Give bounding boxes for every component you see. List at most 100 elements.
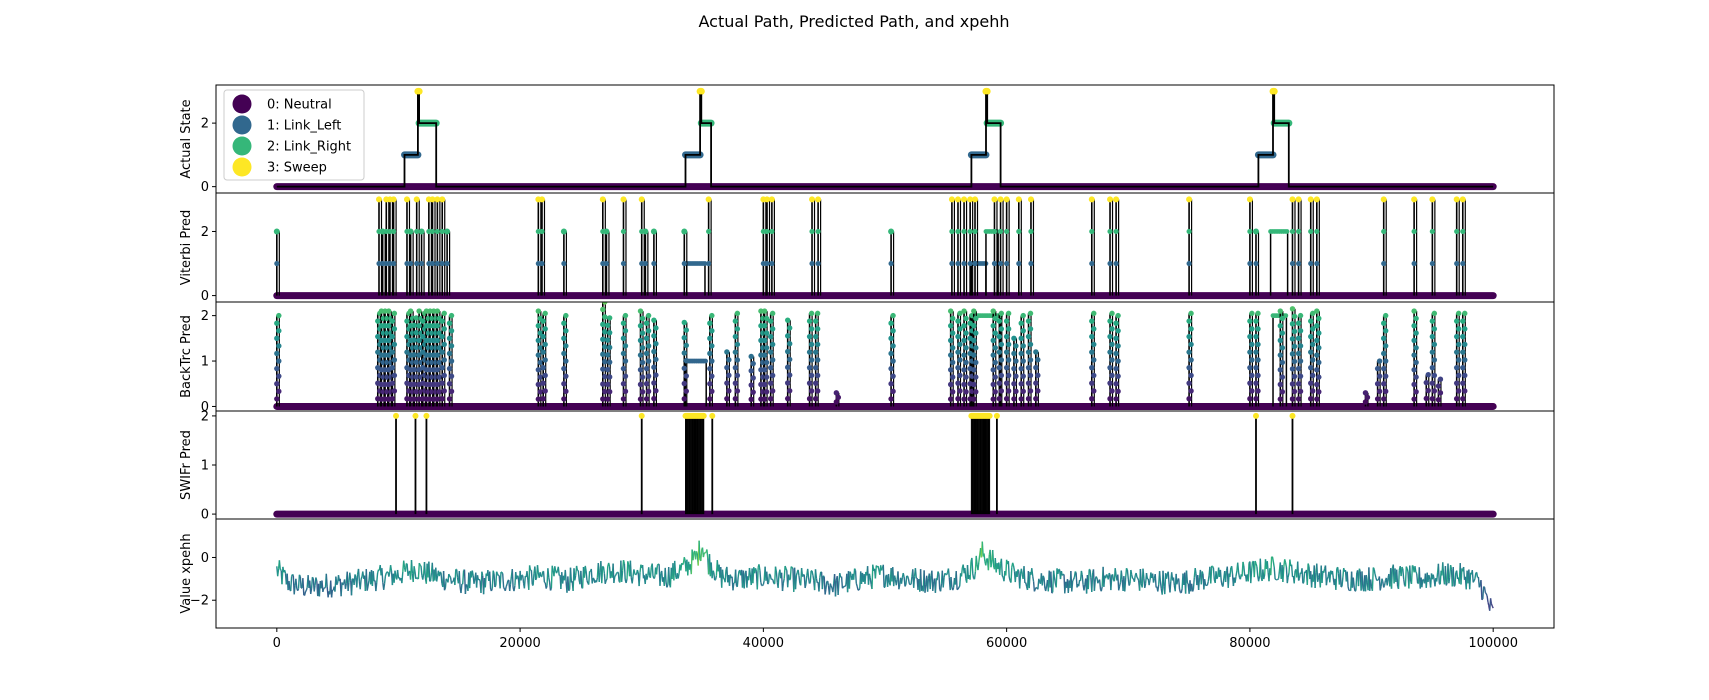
prediction-marker xyxy=(1113,228,1119,235)
prediction-marker xyxy=(414,260,420,267)
prediction-marker xyxy=(888,260,894,267)
prediction-marker xyxy=(1252,228,1259,235)
xpehh-line-segment xyxy=(454,569,457,586)
xpehh-line-segment xyxy=(1337,567,1340,574)
xpehh-line-segment xyxy=(520,574,523,581)
prediction-marker xyxy=(1289,396,1296,402)
prediction-marker xyxy=(1310,310,1316,317)
xpehh-line-segment xyxy=(906,575,910,580)
prediction-marker xyxy=(763,389,770,395)
prediction-marker xyxy=(1107,395,1113,402)
prediction-marker xyxy=(972,196,979,203)
prediction-marker xyxy=(1429,333,1436,340)
prediction-marker xyxy=(990,396,996,402)
xpehh-line-segment xyxy=(1302,581,1305,584)
xpehh-line-segment xyxy=(1421,579,1424,588)
prediction-marker xyxy=(1277,337,1284,344)
prediction-marker xyxy=(1247,318,1253,324)
prediction-marker xyxy=(620,320,627,326)
prediction-marker xyxy=(971,396,977,402)
prediction-marker xyxy=(1186,318,1192,324)
prediction-marker xyxy=(769,260,775,267)
prediction-marker xyxy=(439,380,445,386)
xpehh-line-segment xyxy=(404,563,407,572)
prediction-marker xyxy=(1291,373,1298,380)
xpehh-line-segment xyxy=(315,577,318,582)
xpehh-line-segment xyxy=(1152,578,1155,583)
prediction-marker xyxy=(681,365,687,371)
xpehh-line-segment xyxy=(440,572,443,584)
prediction-marker xyxy=(602,314,608,320)
prediction-marker xyxy=(1297,312,1304,319)
prediction-marker xyxy=(767,395,774,402)
prediction-marker xyxy=(949,330,956,336)
prediction-marker xyxy=(1255,326,1261,332)
xpehh-line-segment xyxy=(1186,582,1189,585)
xpehh-line-segment xyxy=(1411,564,1414,567)
prediction-marker xyxy=(1005,372,1012,379)
xpehh-line-segment xyxy=(350,579,354,596)
xpehh-line-segment xyxy=(1340,585,1343,588)
prediction-marker xyxy=(1003,318,1010,324)
xpehh-line-segment xyxy=(528,565,531,590)
prediction-marker xyxy=(1115,388,1121,395)
prediction-marker xyxy=(274,396,280,402)
prediction-marker xyxy=(1188,341,1194,348)
prediction-marker xyxy=(814,357,821,363)
prediction-marker xyxy=(955,395,961,402)
prediction-marker xyxy=(957,388,963,394)
prediction-marker xyxy=(1291,388,1298,395)
prediction-marker xyxy=(411,366,417,373)
xpehh-line-segment xyxy=(910,576,913,585)
prediction-marker xyxy=(444,260,450,267)
xpehh-line-segment xyxy=(1397,570,1400,589)
xpehh-line-segment xyxy=(557,566,560,576)
xpehh-line-segment xyxy=(444,578,447,588)
prediction-marker xyxy=(1411,260,1417,267)
prediction-marker xyxy=(814,341,821,348)
xpehh-line-segment xyxy=(532,573,535,586)
prediction-marker xyxy=(404,318,410,324)
prediction-marker xyxy=(808,326,815,332)
xpehh-line-segment xyxy=(1460,568,1463,585)
sweep-marker xyxy=(698,88,705,95)
prediction-marker xyxy=(1295,335,1302,342)
prediction-marker xyxy=(1089,260,1095,267)
xpehh-line-segment xyxy=(1235,570,1238,577)
xpehh-line-segment xyxy=(714,579,716,581)
prediction-marker xyxy=(990,323,996,329)
prediction-marker xyxy=(1004,228,1010,235)
prediction-marker xyxy=(375,333,381,340)
prediction-marker xyxy=(434,381,441,388)
xpehh-line-segment xyxy=(1341,577,1344,587)
prediction-marker xyxy=(949,359,956,366)
xpehh-line-segment xyxy=(1243,565,1246,576)
prediction-marker xyxy=(622,373,629,379)
prediction-marker xyxy=(561,335,567,342)
prediction-marker xyxy=(1091,341,1097,348)
xpehh-line-segment xyxy=(805,575,808,585)
prediction-marker xyxy=(637,381,644,388)
legend-label: 2: Link_Right xyxy=(267,140,351,155)
xpehh-line-segment xyxy=(973,571,977,580)
xpehh-line-segment xyxy=(1287,572,1290,578)
prediction-marker xyxy=(1314,337,1320,344)
xpehh-line-segment xyxy=(1284,559,1287,563)
xpehh-line-segment xyxy=(818,577,821,592)
prediction-marker xyxy=(1295,196,1302,203)
prediction-marker xyxy=(1308,380,1314,386)
prediction-marker xyxy=(1289,381,1296,387)
prediction-marker xyxy=(888,396,894,402)
xpehh-line-segment xyxy=(1484,592,1487,595)
prediction-marker xyxy=(439,228,445,235)
xpehh-line-segment xyxy=(1234,576,1237,583)
prediction-marker xyxy=(888,320,894,326)
prediction-marker xyxy=(434,367,441,373)
prediction-marker xyxy=(386,323,392,329)
prediction-marker xyxy=(734,388,741,394)
prediction-marker xyxy=(1460,349,1466,355)
prediction-marker xyxy=(600,321,606,328)
prediction-marker xyxy=(761,367,768,373)
prediction-marker xyxy=(276,312,282,319)
xpehh-line-segment xyxy=(1297,561,1300,581)
